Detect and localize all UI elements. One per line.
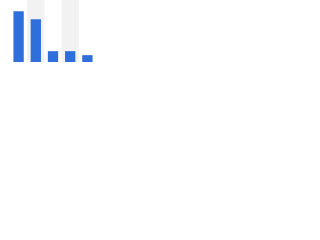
bar [30, 19, 41, 62]
bar [13, 11, 24, 62]
chart [0, 0, 100, 71]
bar [82, 55, 93, 62]
page: (() => { const data = JSON.parse(documen… [0, 0, 100, 71]
bar [65, 51, 76, 62]
band-shade [61, 0, 79, 62]
bar [47, 51, 59, 62]
